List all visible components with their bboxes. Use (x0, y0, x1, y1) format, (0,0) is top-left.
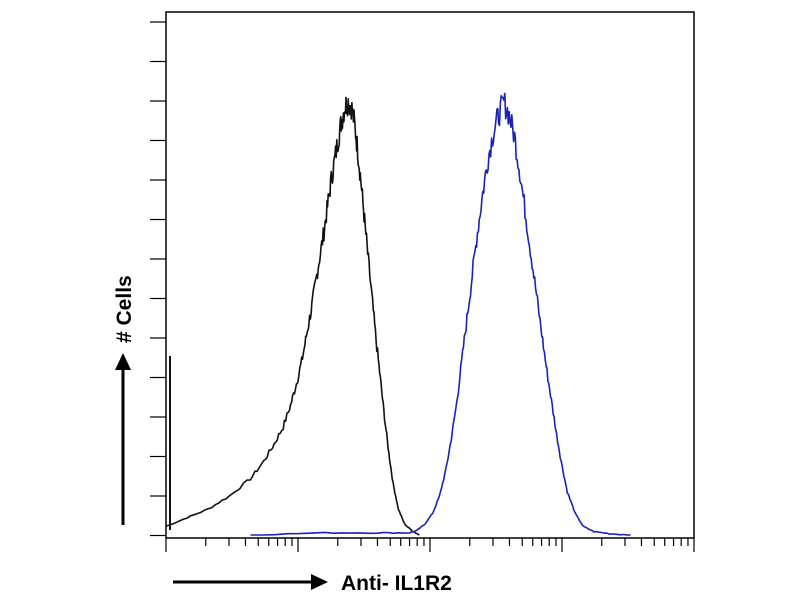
y-axis-label-group: # Cells (113, 275, 136, 525)
y-axis-label: # Cells (113, 275, 136, 343)
x-axis-label: Anti- IL1R2 (341, 572, 452, 595)
x-axis-ticks (165, 538, 695, 552)
series-layer (165, 92, 631, 536)
y-axis-arrow-head (115, 353, 131, 370)
control-histogram-line (165, 96, 420, 536)
il1r2-histogram-line (250, 92, 631, 536)
x-axis-label-group: Anti- IL1R2 (173, 572, 452, 595)
y-axis-ticks (150, 21, 166, 537)
plot-frame (165, 11, 695, 539)
x-axis-arrow-head (311, 574, 328, 590)
